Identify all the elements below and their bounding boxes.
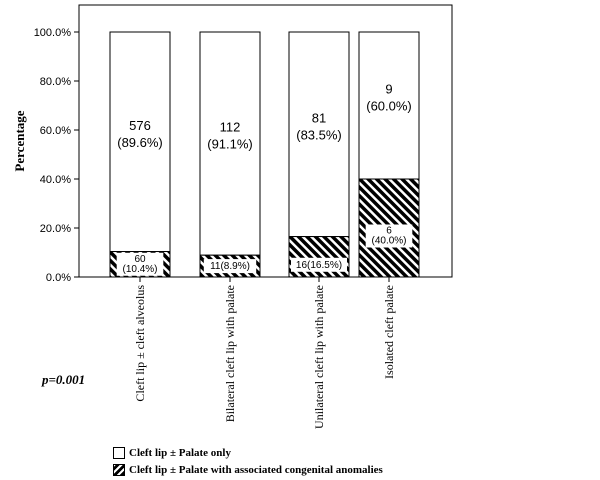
legend-swatch-hatched xyxy=(113,463,125,476)
data-label-box xyxy=(291,257,347,272)
y-tick-label: 20.0% xyxy=(40,223,71,235)
data-label-plain: (83.5%) xyxy=(296,127,342,142)
x-tick-label: Unilateral cleft lip with palate xyxy=(312,285,326,429)
y-axis-label: Percentage xyxy=(12,110,27,171)
data-label-plain: 9 xyxy=(385,82,392,97)
legend-label-hatched: Cleft lip ± Palate with associated conge… xyxy=(129,463,383,476)
data-label-plain: (60.0%) xyxy=(366,99,412,114)
p-value-annotation: p=0.001 xyxy=(42,372,86,387)
bar-segment-plain xyxy=(288,31,350,238)
data-label-hatched: 60 xyxy=(134,254,146,265)
y-tick-label: 80.0% xyxy=(40,76,71,88)
y-tick-label: 40.0% xyxy=(40,174,71,186)
legend-item-plain: Cleft lip ± Palate only xyxy=(113,444,383,461)
bar-segment-plain xyxy=(358,31,420,180)
legend: Cleft lip ± Palate only Cleft lip ± Pala… xyxy=(113,444,383,478)
data-label-plain: (91.1%) xyxy=(207,137,253,152)
bar-segment-plain xyxy=(109,31,171,253)
legend-label-plain: Cleft lip ± Palate only xyxy=(129,446,231,459)
y-tick-label: 100.0% xyxy=(34,27,72,39)
data-label-hatched: 16(16.5%) xyxy=(296,260,342,271)
legend-swatch-plain xyxy=(113,446,125,459)
y-tick-label: 60.0% xyxy=(40,125,71,137)
plot-frame xyxy=(78,4,453,278)
x-tick-label: Isolated cleft palate xyxy=(382,285,396,379)
x-tick-label: Bilateral cleft lip with palate xyxy=(223,285,237,422)
data-label-plain: 112 xyxy=(220,120,241,135)
bar-segment-plain xyxy=(199,31,261,256)
data-label-plain: 576 xyxy=(129,118,151,133)
legend-item-hatched: Cleft lip ± Palate with associated conge… xyxy=(113,461,383,478)
y-tick-label: 0.0% xyxy=(46,272,71,284)
x-tick-label: Cleft lip ± cleft alveolus xyxy=(133,285,147,402)
data-label-box xyxy=(365,224,413,248)
data-label-box xyxy=(203,259,257,274)
data-label-hatched: 6 xyxy=(386,226,392,237)
data-label-plain: (89.6%) xyxy=(117,135,163,150)
data-label-hatched: 11(8.9%) xyxy=(210,261,250,272)
data-label-plain: 81 xyxy=(312,110,326,125)
data-label-box xyxy=(116,252,164,276)
data-label-hatched: (40.0%) xyxy=(371,236,406,247)
data-label-hatched: (10.4%) xyxy=(122,264,157,275)
